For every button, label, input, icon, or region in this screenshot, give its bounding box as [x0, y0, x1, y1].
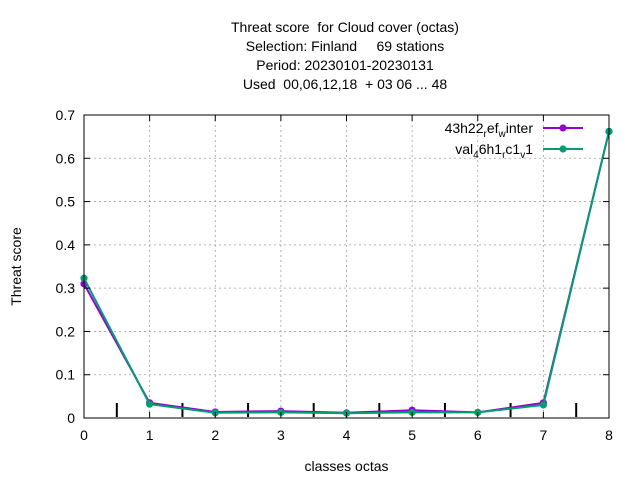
- data-point: [539, 401, 547, 409]
- legend-label-part: w: [498, 129, 507, 140]
- legend-marker: [559, 124, 567, 132]
- legend-label-part: inter: [506, 120, 534, 136]
- legend-label-part: r: [502, 150, 506, 161]
- legend-label-part: val: [455, 141, 473, 157]
- title-line: Period: 20230101-20230131: [256, 57, 434, 73]
- y-tick-label: 0.6: [56, 150, 76, 166]
- x-axis-label: classes octas: [304, 458, 388, 474]
- legend-label-part: 6h1: [479, 141, 503, 157]
- x-tick-label: 2: [211, 427, 219, 443]
- legend-label-part: ef: [487, 120, 499, 136]
- legend-marker: [559, 145, 567, 153]
- x-tick-label: 0: [80, 427, 88, 443]
- chart-title: Threat score for Cloud cover (octas) Sele…: [231, 19, 459, 92]
- y-tick-label: 0: [67, 410, 75, 426]
- legend-label: 43h22refwinter: [445, 120, 534, 140]
- y-tick-label: 0.5: [56, 194, 76, 210]
- x-tick-label: 1: [146, 427, 154, 443]
- class-boundary-marks: [115, 403, 578, 417]
- legend-label-part: 4: [473, 150, 479, 161]
- y-tick-label: 0.4: [56, 237, 76, 253]
- legend-label-part: 1: [525, 141, 533, 157]
- x-tick-label: 3: [277, 427, 285, 443]
- data-point: [146, 400, 154, 408]
- y-tick-label: 0.2: [56, 323, 76, 339]
- x-tick-label: 7: [539, 427, 547, 443]
- y-tick-label: 0.7: [56, 107, 76, 123]
- x-axis-ticks: 0 1 2 3 4 5 6 7 8: [80, 115, 613, 443]
- title-line: Threat score for Cloud cover (octas): [231, 19, 459, 35]
- grid-lines: [84, 115, 609, 418]
- legend-label-part: 43h22: [445, 120, 484, 136]
- title-line: Selection: Finland 69 stations: [246, 38, 444, 54]
- y-tick-label: 0.3: [56, 280, 76, 296]
- title-line: Used 00,06,12,18 + 03 06 ... 48: [243, 76, 448, 92]
- y-axis-ticks: 0 0.1 0.2 0.3 0.4 0.5 0.6 0.7: [56, 107, 609, 426]
- y-tick-label: 0.1: [56, 367, 76, 383]
- x-tick-label: 8: [605, 427, 613, 443]
- x-tick-label: 6: [474, 427, 482, 443]
- x-tick-label: 5: [408, 427, 416, 443]
- x-tick-label: 4: [343, 427, 351, 443]
- legend-label-part: c1: [505, 141, 520, 157]
- y-axis-label: Threat score: [8, 227, 24, 306]
- legend-label-part: r: [484, 129, 488, 140]
- legend-label-part: v: [520, 150, 525, 161]
- legend-label: val46h1rc1v1: [455, 141, 533, 161]
